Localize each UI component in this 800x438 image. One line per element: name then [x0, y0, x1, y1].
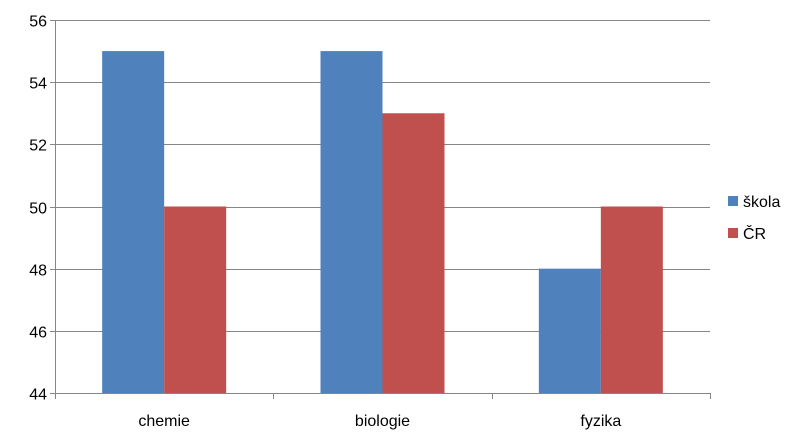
y-tick-label: 52 — [29, 138, 47, 155]
bar-biologie-škola — [320, 51, 383, 393]
legend-swatch-ČR — [728, 228, 738, 238]
legend: škola ČR — [728, 194, 780, 243]
y-tick-label: 56 — [29, 14, 47, 31]
bars — [102, 51, 663, 393]
y-tick-label: 48 — [29, 263, 47, 280]
legend-label: ČR — [743, 224, 766, 243]
legend-swatch-škola — [728, 196, 738, 206]
bar-biologie-ČR — [382, 113, 445, 393]
y-tick-label: 50 — [29, 201, 47, 218]
bar-fyzika-škola — [538, 268, 601, 393]
y-tick-label: 46 — [29, 325, 47, 342]
x-category-label: biologie — [355, 413, 410, 430]
legend-label: škola — [743, 194, 780, 211]
x-category-label: fyzika — [580, 413, 621, 430]
axis-labels: 44 46 48 50 52 54 56 chemie biologie fyzika — [29, 14, 621, 431]
bar-chemie-ČR — [164, 206, 227, 393]
y-tick-label: 44 — [29, 387, 47, 404]
y-tick-label: 54 — [29, 76, 47, 93]
axes — [50, 20, 711, 399]
bar-chemie-škola — [102, 51, 165, 393]
x-category-label: chemie — [138, 413, 190, 430]
bar-fyzika-ČR — [600, 206, 663, 393]
